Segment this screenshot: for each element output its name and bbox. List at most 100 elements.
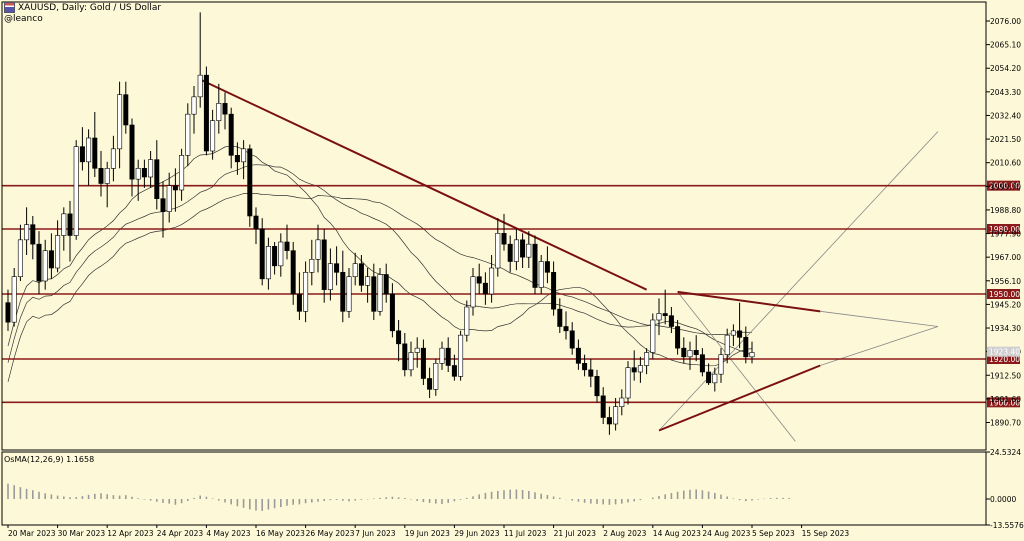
candle-bear bbox=[284, 241, 290, 251]
candle-bear bbox=[48, 250, 54, 269]
price-tick-label: 1956.10 bbox=[990, 277, 1021, 286]
candle-bear bbox=[501, 233, 507, 245]
candle-bear bbox=[588, 369, 594, 377]
candle-bear bbox=[98, 168, 104, 184]
price-tick-label: 2021.50 bbox=[990, 135, 1021, 144]
level-price-label: 1920.00 bbox=[989, 355, 1020, 364]
candle-bear bbox=[402, 343, 408, 371]
candle-bear bbox=[389, 293, 395, 332]
candle-bear bbox=[334, 263, 340, 273]
candle-bear bbox=[445, 347, 451, 366]
candle-bull bbox=[414, 347, 420, 353]
candle-bear bbox=[129, 124, 135, 180]
candle-bull bbox=[42, 250, 48, 282]
candlesticks bbox=[5, 12, 755, 435]
candle-bull bbox=[656, 313, 662, 321]
candle-bull bbox=[216, 103, 222, 121]
candle-bull bbox=[241, 148, 247, 163]
osma-panel-frame bbox=[1, 451, 987, 526]
date-tick-label: 24 Aug 2023 bbox=[702, 529, 750, 538]
candle-bull bbox=[73, 146, 79, 236]
candle-bear bbox=[693, 350, 699, 355]
candle-bull bbox=[644, 352, 650, 366]
date-tick-label: 2 Aug 2023 bbox=[603, 529, 646, 538]
candle-bear bbox=[451, 365, 457, 377]
candle-bull bbox=[712, 373, 718, 384]
candle-bull bbox=[265, 246, 271, 280]
candle-bull bbox=[135, 168, 141, 180]
candle-bull bbox=[513, 239, 519, 262]
candle-bear bbox=[662, 313, 668, 316]
date-tick-label: 24 Apr 2023 bbox=[157, 529, 204, 538]
trendline bbox=[199, 78, 648, 291]
price-tick-label: 1901.60 bbox=[990, 395, 1021, 404]
candle-bear bbox=[675, 326, 681, 349]
candle-bull bbox=[191, 96, 197, 115]
candle-bear bbox=[575, 347, 581, 364]
axis-labels: 2076.00 2065.10 2054.20 2043.30 2032.40 2021.… bbox=[4, 17, 1024, 538]
candle-bear bbox=[203, 74, 209, 152]
date-tick-label: 19 Jun 2023 bbox=[405, 529, 450, 538]
candle-bear bbox=[30, 224, 36, 245]
candle-bull bbox=[489, 267, 495, 295]
candle-bear bbox=[253, 215, 259, 230]
price-tick-label: 1988.80 bbox=[990, 206, 1021, 215]
symbol-title: XAUUSD, Daily: Gold / US Dollar bbox=[18, 2, 162, 13]
candle-bull bbox=[303, 272, 309, 312]
candle-bear bbox=[699, 354, 705, 373]
candle-bear bbox=[582, 363, 588, 371]
trendline bbox=[677, 290, 821, 313]
date-tick-label: 14 Aug 2023 bbox=[653, 529, 701, 538]
candle-bear bbox=[427, 378, 433, 390]
candle-bear bbox=[737, 330, 743, 338]
candle-bull bbox=[526, 243, 532, 258]
candle-bull bbox=[749, 352, 755, 358]
candle-bear bbox=[154, 159, 160, 199]
osma-title: OsMA(12,26,9) 1.1658 bbox=[4, 455, 94, 464]
candle-bull bbox=[166, 185, 172, 212]
candle-bull bbox=[61, 213, 67, 236]
level-price-box bbox=[987, 289, 1020, 299]
projection-line bbox=[820, 310, 939, 327]
candle-bear bbox=[668, 315, 674, 327]
price-tick-label: 2065.10 bbox=[990, 41, 1021, 50]
candle-bull bbox=[11, 276, 17, 323]
date-tick-label: 20 Mar 2023 bbox=[8, 529, 56, 538]
candle-bear bbox=[544, 261, 550, 273]
date-tick-label: 26 May 2023 bbox=[306, 529, 355, 538]
candle-bull bbox=[718, 354, 724, 375]
candle-bull bbox=[352, 263, 358, 277]
candle-bear bbox=[563, 326, 569, 332]
candle-bull bbox=[464, 306, 470, 336]
price-tick-label: 2054.20 bbox=[990, 64, 1021, 73]
candle-bull bbox=[687, 350, 693, 358]
candle-bear bbox=[551, 272, 557, 310]
level-price-label: 1980.00 bbox=[989, 225, 1020, 234]
price-tick-label: 2032.40 bbox=[990, 111, 1021, 120]
candle-bear bbox=[743, 337, 749, 358]
candle-bull bbox=[327, 263, 333, 290]
candle-bear bbox=[476, 276, 482, 284]
price-panel-frame bbox=[1, 1, 987, 451]
candle-bear bbox=[594, 376, 600, 397]
candle-bull bbox=[538, 261, 544, 288]
candle-bear bbox=[141, 168, 147, 178]
price-tick-label: 1967.00 bbox=[990, 253, 1021, 262]
price-tick-label: 1945.20 bbox=[990, 300, 1021, 309]
candle-bear bbox=[5, 302, 11, 323]
candle-bear bbox=[557, 308, 563, 327]
moving-average-line bbox=[7, 193, 753, 382]
date-tick-label: 15 Sep 2023 bbox=[802, 529, 850, 538]
date-tick-label: 5 Sep 2023 bbox=[752, 529, 795, 538]
price-tick-label: 1999.70 bbox=[990, 182, 1021, 191]
level-price-box bbox=[987, 354, 1020, 364]
date-tick-label: 21 Jul 2023 bbox=[554, 529, 597, 538]
level-price-box bbox=[987, 180, 1020, 191]
candle-bear bbox=[67, 213, 73, 236]
candle-bear bbox=[532, 243, 538, 288]
support-resistance-levels: 2000.00 1980.00 1950.00 1920.00 1900.00 bbox=[2, 180, 1020, 408]
candle-bull bbox=[495, 233, 501, 269]
candle-bear bbox=[79, 146, 85, 163]
level-price-box bbox=[987, 397, 1020, 408]
axes-frame bbox=[1, 1, 990, 528]
